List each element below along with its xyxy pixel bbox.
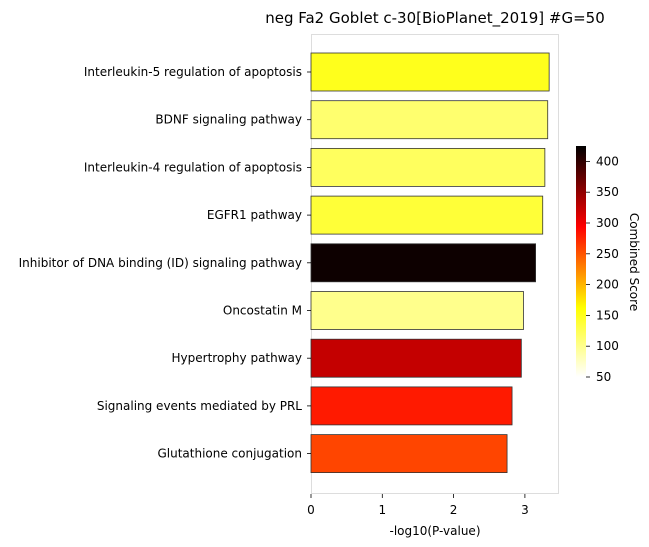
x-ticks: 0 1 2 3	[307, 494, 529, 517]
bar	[310, 386, 513, 426]
y-tick-labels: Interleukin-5 regulation of apoptosis BDN…	[19, 65, 311, 461]
y-tick-label: Glutathione conjugation	[157, 447, 302, 461]
colorbar-tick-label: 350	[596, 185, 619, 199]
bar	[310, 52, 550, 92]
bar	[310, 195, 544, 235]
chart-title: neg Fa2 Goblet c-30[BioPlanet_2019] #G=5…	[265, 9, 605, 28]
bar	[310, 338, 522, 378]
colorbar	[576, 146, 586, 377]
bar	[310, 291, 524, 330]
x-tick-label: 3	[521, 503, 529, 517]
bar	[310, 243, 536, 283]
colorbar-tick-label: 300	[596, 216, 619, 230]
colorbar-tick-label: 200	[596, 278, 619, 292]
y-tick-label: BDNF signaling pathway	[155, 113, 302, 127]
colorbar-tick-label: 150	[596, 308, 619, 322]
x-tick-label: 0	[307, 503, 315, 517]
colorbar-tick-label: 100	[596, 339, 619, 353]
x-axis-label: -log10(P-value)	[389, 524, 480, 538]
bars-group	[310, 52, 550, 474]
bar	[310, 147, 546, 187]
x-tick-label: 1	[378, 503, 386, 517]
bar	[310, 434, 508, 474]
y-tick-label: Interleukin-5 regulation of apoptosis	[84, 65, 302, 79]
x-tick-label: 2	[450, 503, 458, 517]
y-tick-label: Hypertrophy pathway	[172, 351, 302, 365]
colorbar-tick-label: 50	[596, 370, 611, 384]
y-tick-label: Signaling events mediated by PRL	[97, 399, 302, 413]
y-tick-label: EGFR1 pathway	[207, 208, 302, 222]
colorbar-label: Combined Score	[627, 213, 641, 311]
colorbar-ticks: 50 100 150 200 250 300 350 400	[586, 154, 619, 384]
bar	[310, 100, 549, 140]
colorbar-tick-label: 400	[596, 154, 619, 168]
y-tick-label: Interleukin-4 regulation of apoptosis	[84, 160, 302, 174]
colorbar-tick-label: 250	[596, 247, 619, 261]
y-tick-label: Inhibitor of DNA binding (ID) signaling …	[19, 256, 302, 270]
y-tick-label: Oncostatin M	[223, 304, 302, 318]
